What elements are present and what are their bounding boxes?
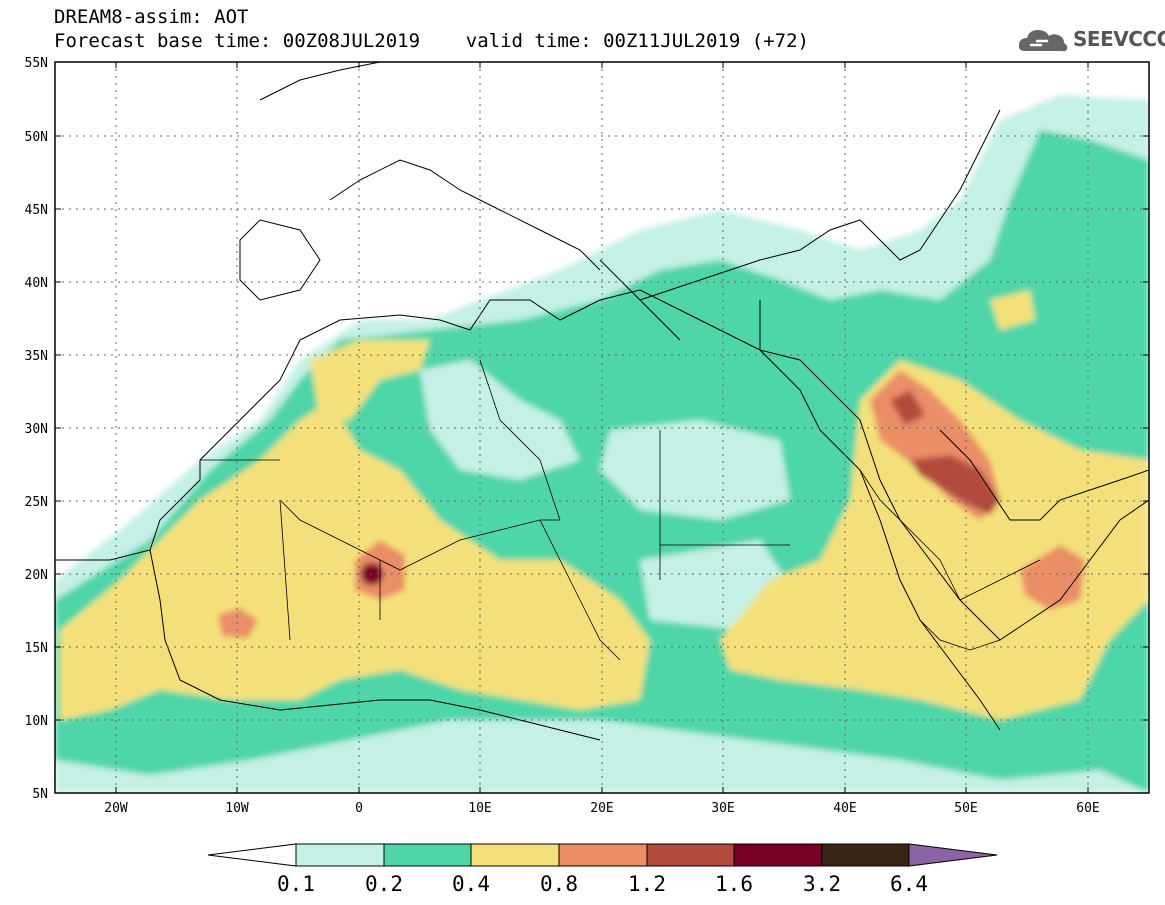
colorbar-label: 0.8 [540, 872, 578, 896]
aot-level-1-2 [910, 455, 1000, 515]
lon-labels: 20W 10W 0 10E 20E 30E 40E 50E 60E [104, 801, 1099, 816]
lat-label: 5N [32, 787, 48, 802]
lat-labels: 55N 50N 45N 40N 35N 30N 25N 20N 15N 10N … [25, 56, 48, 802]
colorbar-swatch [470, 843, 560, 867]
aot-field [55, 62, 1149, 793]
lat-label: 55N [25, 56, 48, 71]
colorbar-label: 1.6 [715, 872, 753, 896]
lat-label: 40N [25, 276, 48, 291]
colorbar-label: 0.4 [452, 872, 490, 896]
country-borders [200, 359, 1041, 661]
lon-label: 30E [711, 801, 734, 816]
lat-label: 35N [25, 349, 48, 364]
logo-text: SEEVCCC [1073, 27, 1165, 51]
colorbar-swatch [558, 843, 648, 867]
colorbar-label: 3.2 [803, 872, 841, 896]
lat-label: 20N [25, 568, 48, 583]
colorbar-swatch [383, 843, 472, 867]
colorbar-swatch [295, 843, 385, 867]
lat-label: 15N [25, 641, 48, 656]
lon-label: 20E [590, 801, 613, 816]
seevccc-logo: SEEVCCC [1017, 24, 1165, 54]
colorbar-over-arrow [908, 843, 998, 867]
lon-label: 40E [833, 801, 856, 816]
colorbar-label: 0.1 [277, 872, 315, 896]
cloud-logo-icon [1018, 30, 1068, 52]
colorbar-labels: 0.1 0.2 0.4 0.8 1.2 1.6 3.2 6.4 [277, 872, 928, 896]
lon-label: 20W [104, 801, 128, 816]
lon-label: 0 [355, 801, 363, 816]
aot-level-0-8-oman [1020, 545, 1085, 610]
colorbar-label: 1.2 [628, 872, 666, 896]
colorbar [207, 843, 998, 867]
lat-label: 25N [25, 495, 48, 510]
coastlines [55, 62, 1149, 741]
colorbar-label: 0.2 [365, 872, 403, 896]
lon-label: 10W [225, 801, 249, 816]
lon-label: 10E [468, 801, 491, 816]
colorbar-swatch [821, 843, 910, 867]
lat-label: 50N [25, 130, 48, 145]
lat-label: 10N [25, 714, 48, 729]
map-title: DREAM8-assim: AOT [54, 6, 249, 28]
lat-lon-grid [55, 62, 1149, 793]
map-subtitle: Forecast base time: 00Z08JUL2019 valid t… [54, 30, 809, 52]
colorbar-label: 6.4 [890, 872, 928, 896]
lon-label: 60E [1076, 801, 1099, 816]
tick-marks [55, 61, 1149, 793]
lat-label: 45N [25, 203, 48, 218]
colorbar-under-arrow [207, 843, 297, 867]
colorbar-swatch [733, 843, 823, 867]
lat-label: 30N [25, 422, 48, 437]
aot-level-0-4-east [720, 360, 1149, 720]
colorbar-swatch [646, 843, 735, 867]
lon-label: 50E [954, 801, 977, 816]
